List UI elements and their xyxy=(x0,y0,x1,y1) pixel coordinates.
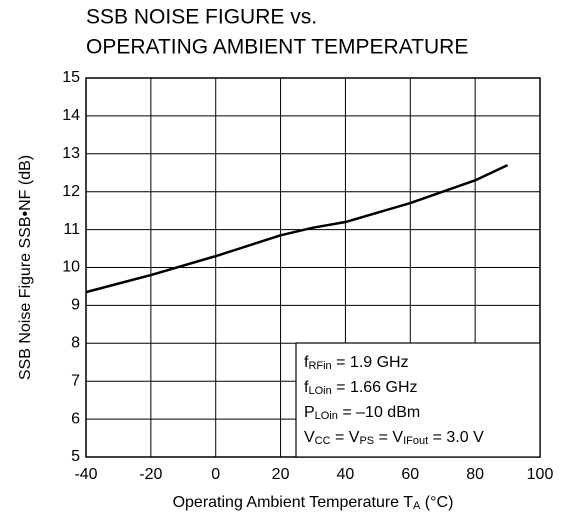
annotation: PLOin = –10 dBm xyxy=(304,404,420,422)
annotation-part: = 1.66 GHz xyxy=(332,379,418,396)
annotation-part: = V xyxy=(331,429,360,446)
y-tick-label: 11 xyxy=(63,221,80,238)
y-tick-label: 7 xyxy=(71,372,80,389)
x-tick-label: 60 xyxy=(401,466,419,483)
annotation-part: P xyxy=(304,404,315,421)
y-tick-label: 5 xyxy=(71,448,80,465)
y-tick-label: 13 xyxy=(62,145,80,162)
annotation: VCC = VPS = VIFout = 3.0 V xyxy=(304,429,484,447)
x-tick-label: 80 xyxy=(466,466,484,483)
annotation-part: LOin xyxy=(315,410,338,422)
annotation-part: f xyxy=(304,379,309,396)
y-axis-label: SSB Noise Figure SSB•NF (dB) xyxy=(17,155,34,380)
y-tick-label: 6 xyxy=(71,410,80,427)
legend-box xyxy=(295,342,541,458)
annotation-part: IFout xyxy=(403,435,428,447)
y-tick-label: 15 xyxy=(62,69,80,86)
x-tick-label: -40 xyxy=(74,466,97,483)
x-tick-label: 0 xyxy=(211,466,220,483)
annotation-part: = V xyxy=(374,429,403,446)
annotation-part: V xyxy=(304,429,315,446)
annotation: fRFin = 1.9 GHz xyxy=(304,354,409,372)
chart-title: SSB NOISE FIGURE vs. xyxy=(86,6,317,29)
y-tick-label: 8 xyxy=(71,335,80,352)
x-axis-label-part: A xyxy=(413,500,421,512)
x-tick-label: -20 xyxy=(139,466,162,483)
chart-title: OPERATING AMBIENT TEMPERATURE xyxy=(86,36,468,59)
data-line xyxy=(85,164,509,294)
y-tick-label: 9 xyxy=(71,297,80,314)
y-tick-label: 14 xyxy=(62,107,80,124)
annotation-part: CC xyxy=(315,435,331,447)
x-axis-label-part: (°C) xyxy=(420,494,453,511)
x-axis-label-part: Operating Ambient Temperature T xyxy=(173,494,414,511)
annotation: fLOin = 1.66 GHz xyxy=(304,379,418,397)
annotation-part: LOin xyxy=(308,385,331,397)
y-tick-label: 12 xyxy=(62,183,80,200)
x-tick-label: 40 xyxy=(337,466,355,483)
y-tick-label: 10 xyxy=(62,259,80,276)
annotation-part: f xyxy=(304,354,309,371)
x-tick-label: 20 xyxy=(272,466,290,483)
annotation-part: PS xyxy=(359,435,374,447)
annotation-part: = 3.0 V xyxy=(428,429,484,446)
x-tick-label: 100 xyxy=(527,466,554,483)
annotation-part: RFin xyxy=(308,360,331,372)
annotation-part: = 1.9 GHz xyxy=(332,354,409,371)
x-axis-label: Operating Ambient Temperature TA (°C) xyxy=(173,494,454,512)
annotation-part: = –10 dBm xyxy=(338,404,420,421)
